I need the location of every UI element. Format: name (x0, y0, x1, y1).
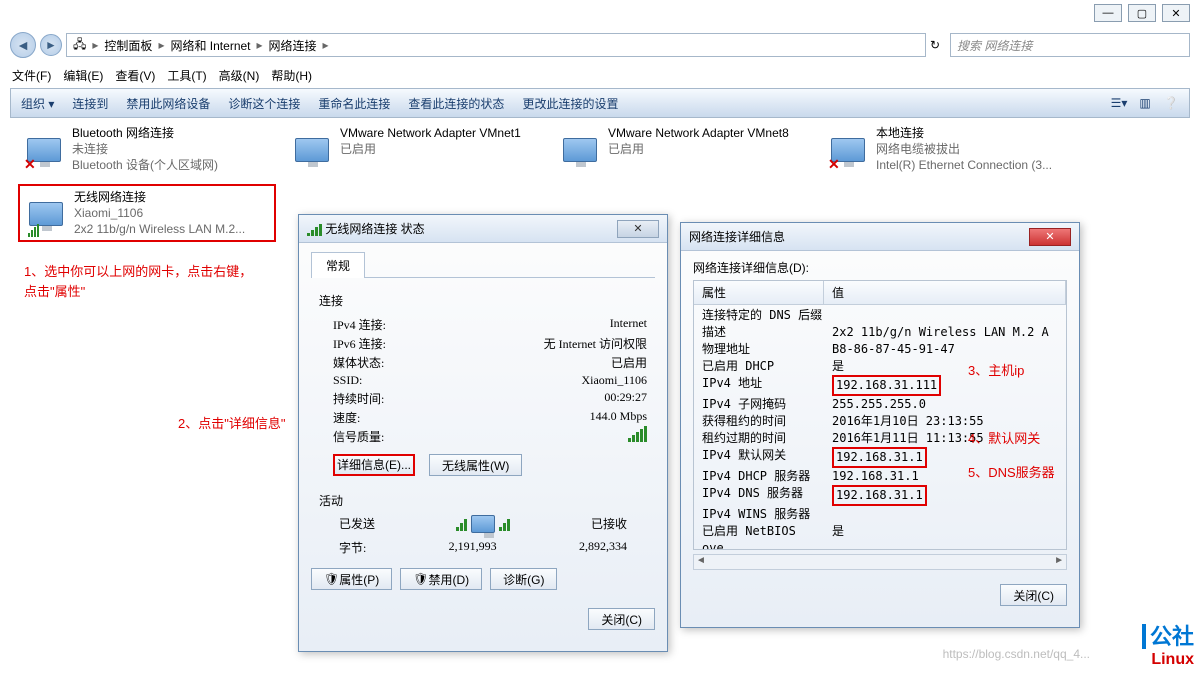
content-area: ✕ Bluetooth 网络连接未连接Bluetooth 设备(个人区域网) V… (18, 122, 1182, 661)
cmd-change[interactable]: 更改此连接的设置 (522, 95, 618, 112)
annotation-3: 3、主机ip (968, 361, 1024, 381)
connection-item[interactable]: 无线网络连接Xiaomi_11062x2 11b/g/n Wireless LA… (18, 184, 276, 242)
breadcrumb-icon: 🖧 (73, 35, 86, 56)
details-close-x[interactable]: ✕ (1029, 228, 1071, 246)
detail-row: IPv4 DNS 服务器192.168.31.1 (694, 485, 1066, 506)
activity-label: 活动 (319, 492, 647, 509)
signal-icon (307, 222, 322, 236)
menu-view[interactable]: 查看(V) (115, 67, 155, 84)
details-dialog-title: 网络连接详细信息 ✕ (681, 223, 1079, 251)
maximize-button[interactable]: ▢ (1128, 4, 1156, 22)
cmd-connect[interactable]: 连接到 (72, 95, 108, 112)
status-close-button[interactable]: ✕ (617, 220, 659, 238)
adapter-icon: ✕ (24, 125, 64, 175)
detail-row: 描述2x2 11b/g/n Wireless LAN M.2 A (694, 324, 1066, 341)
tab-general[interactable]: 常规 (311, 252, 365, 278)
watermark-url: https://blog.csdn.net/qq_4... (943, 647, 1090, 661)
connection-item[interactable]: ✕ 本地连接网络电缆被拔出Intel(R) Ethernet Connectio… (822, 122, 1080, 180)
brand-logo: 公社 Linux (1142, 619, 1194, 669)
minimize-button[interactable]: — (1094, 4, 1122, 22)
sent-label: 已发送 (339, 515, 375, 533)
adapter-icon (292, 125, 332, 175)
annotation-1: 1、选中你可以上网的网卡，点击右键，点击"属性" (24, 262, 264, 302)
disable-button[interactable]: 🛡 禁用(D) (400, 568, 482, 590)
close-button[interactable]: ✕ (1162, 4, 1190, 22)
bytes-recv: 2,892,334 (579, 539, 627, 556)
annotation-4: 4、默认网关 (968, 429, 1040, 449)
status-dialog-title: 无线网络连接 状态 ✕ (299, 215, 667, 243)
connection-label: 连接 (319, 292, 647, 309)
adapter-icon (26, 189, 66, 239)
address-bar: ◄ ► 🖧 ▸ 控制面板 ▸ 网络和 Internet ▸ 网络连接 ▸ ↻ 搜… (10, 30, 1190, 60)
signal-bars-icon (628, 428, 647, 442)
cmd-status[interactable]: 查看此连接的状态 (408, 95, 504, 112)
menu-tools[interactable]: 工具(T) (167, 67, 206, 84)
detail-row: IPv4 WINS 服务器 (694, 506, 1066, 523)
details-table: 属性 值 连接特定的 DNS 后缀描述2x2 11b/g/n Wireless … (693, 280, 1067, 550)
activity-icon (456, 515, 510, 533)
view-icon[interactable]: ☰▾ (1111, 95, 1127, 111)
details-button[interactable]: 详细信息(E)... (333, 454, 415, 476)
bytes-label: 字节: (339, 539, 366, 556)
connection-item[interactable]: VMware Network Adapter VMnet8已启用 (554, 122, 812, 180)
window-controls: — ▢ ✕ (1094, 4, 1190, 22)
bytes-sent: 2,191,993 (449, 539, 497, 556)
menu-file[interactable]: 文件(F) (12, 67, 51, 84)
wireless-props-button[interactable]: 无线属性(W) (429, 454, 522, 476)
crumb-network-internet[interactable]: 网络和 Internet (170, 37, 250, 54)
diagnose-button[interactable]: 诊断(G) (490, 568, 557, 590)
search-input[interactable]: 搜索 网络连接 (950, 33, 1190, 57)
annotation-5: 5、DNS服务器 (968, 463, 1055, 483)
details-close-button[interactable]: 关闭(C) (1000, 584, 1067, 606)
detail-row: IPv4 子网掩码255.255.255.0 (694, 396, 1066, 413)
refresh-icon[interactable]: ↻ (930, 38, 946, 52)
detail-row: 获得租约的时间2016年1月10日 23:13:55 (694, 413, 1066, 430)
menu-help[interactable]: 帮助(H) (271, 67, 312, 84)
signal-quality-label: 信号质量: (333, 428, 384, 445)
col-property[interactable]: 属性 (694, 281, 824, 304)
status-dialog: 无线网络连接 状态 ✕ 常规 连接 IPv4 连接:InternetIPv6 连… (298, 214, 668, 652)
cmd-disable[interactable]: 禁用此网络设备 (126, 95, 210, 112)
breadcrumb[interactable]: 🖧 ▸ 控制面板 ▸ 网络和 Internet ▸ 网络连接 ▸ (66, 33, 926, 57)
menu-advanced[interactable]: 高级(N) (219, 67, 260, 84)
adapter-icon (560, 125, 600, 175)
cmd-organize[interactable]: 组织 ▾ (21, 95, 54, 112)
crumb-network-connections[interactable]: 网络连接 (269, 37, 317, 54)
annotation-2: 2、点击"详细信息" (178, 414, 285, 434)
detail-row: 连接特定的 DNS 后缀 (694, 307, 1066, 324)
detail-row: 物理地址B8-86-87-45-91-47 (694, 341, 1066, 358)
command-bar: 组织 ▾ 连接到 禁用此网络设备 诊断这个连接 重命名此连接 查看此连接的状态 … (10, 88, 1190, 118)
menu-edit[interactable]: 编辑(E) (63, 67, 103, 84)
recv-label: 已接收 (591, 515, 627, 533)
detail-row: 已启用 NetBIOS ove...是 (694, 523, 1066, 550)
nav-forward-button[interactable]: ► (40, 34, 62, 56)
cmd-diagnose[interactable]: 诊断这个连接 (228, 95, 300, 112)
help-icon[interactable]: ❔ (1163, 95, 1179, 111)
details-label: 网络连接详细信息(D): (693, 259, 1067, 276)
preview-icon[interactable]: ▥ (1137, 95, 1153, 111)
connection-item[interactable]: ✕ Bluetooth 网络连接未连接Bluetooth 设备(个人区域网) (18, 122, 276, 180)
cmd-rename[interactable]: 重命名此连接 (318, 95, 390, 112)
nav-back-button[interactable]: ◄ (10, 32, 36, 58)
props-button[interactable]: 🛡 属性(P) (311, 568, 392, 590)
crumb-control-panel[interactable]: 控制面板 (104, 37, 152, 54)
col-value[interactable]: 值 (824, 281, 1066, 304)
menu-bar: 文件(F) 编辑(E) 查看(V) 工具(T) 高级(N) 帮助(H) (12, 64, 1188, 86)
details-dialog: 网络连接详细信息 ✕ 网络连接详细信息(D): 属性 值 连接特定的 DNS 后… (680, 222, 1080, 628)
horizontal-scrollbar[interactable] (693, 554, 1067, 570)
connection-item[interactable]: VMware Network Adapter VMnet1已启用 (286, 122, 544, 180)
status-close-btn[interactable]: 关闭(C) (588, 608, 655, 630)
adapter-icon: ✕ (828, 125, 868, 175)
